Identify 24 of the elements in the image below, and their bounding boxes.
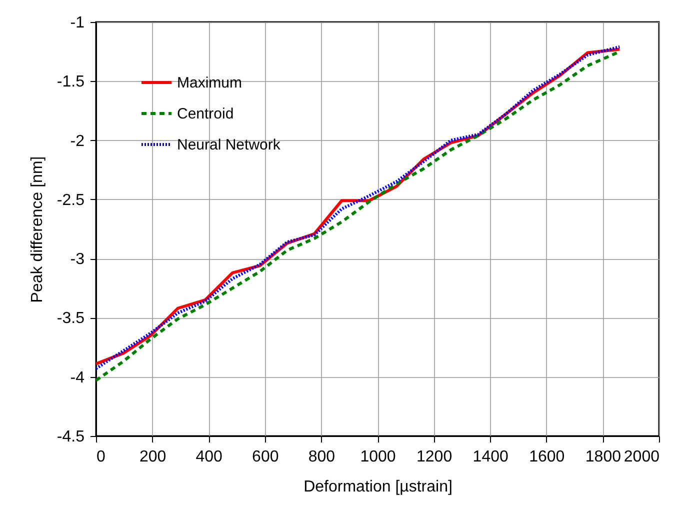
y-axis-title: Peak difference [nm] xyxy=(28,156,46,303)
x-tick-label: 200 xyxy=(139,448,166,466)
legend-label: Centroid xyxy=(177,106,234,122)
y-tick-label: -2.5 xyxy=(56,192,85,209)
y-tick-label: -3.5 xyxy=(56,310,85,328)
y-tick-label: -4 xyxy=(70,369,85,386)
x-tick-label: 1000 xyxy=(360,448,396,466)
x-tick-label: 1400 xyxy=(472,448,508,466)
x-tick-label: 1800 xyxy=(585,448,622,466)
x-tick-label: 1600 xyxy=(529,448,565,466)
legend-label: Maximum xyxy=(177,74,242,92)
x-axis-title: Deformation [µstrain] xyxy=(304,478,452,496)
legend-label: Neural Network xyxy=(177,136,281,154)
y-tick-label: -3 xyxy=(70,251,85,268)
x-tick-label: 800 xyxy=(308,448,336,466)
x-tick-label: 2000 xyxy=(624,448,660,466)
x-tick-label: 0 xyxy=(96,448,106,466)
x-tick-label: 400 xyxy=(196,448,223,466)
y-tick-label: -1 xyxy=(70,14,85,32)
y-tick-label: -1.5 xyxy=(56,74,85,91)
x-tick-label: 1200 xyxy=(416,448,452,466)
y-tick-label: -4.5 xyxy=(56,428,85,446)
x-tick-label: 600 xyxy=(252,448,279,466)
y-tick-label: -2 xyxy=(70,132,85,150)
